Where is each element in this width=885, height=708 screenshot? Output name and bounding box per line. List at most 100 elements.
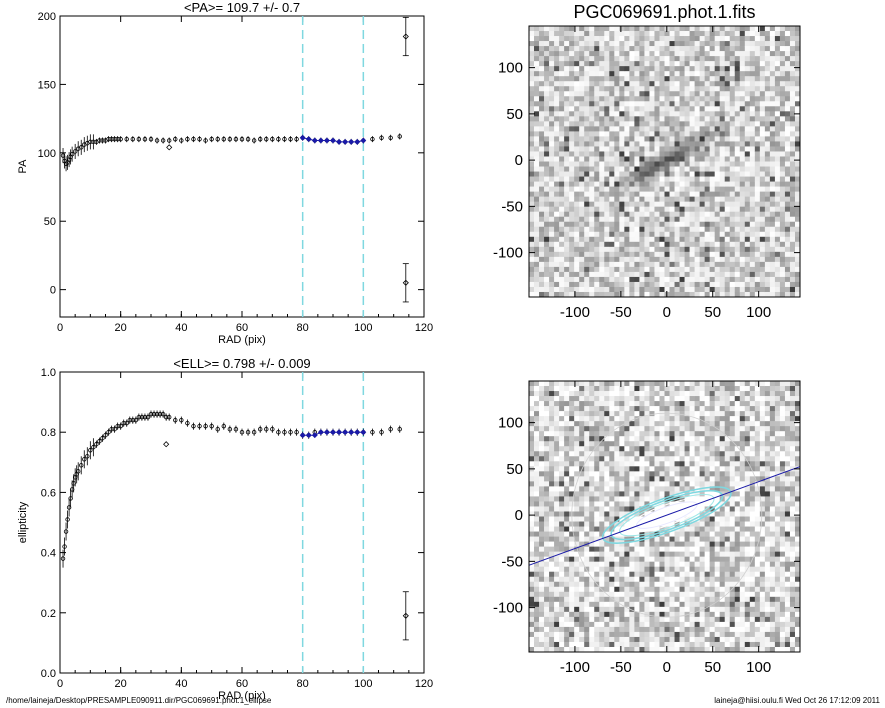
data-point [97,138,102,143]
x-tick-label: 100 [746,304,771,321]
fit-point [311,137,318,144]
fit-point [348,138,355,145]
data-point [148,411,154,417]
data-point [209,136,214,142]
y-tick-label: -100 [493,600,523,617]
x-axis-label: RAD (pix) [218,690,266,702]
x-tick-label: 100 [354,322,372,334]
data-point [191,136,196,142]
data-point [91,445,96,450]
data-point [136,414,142,420]
fit-point [317,137,324,144]
data-point [109,426,114,432]
image-pixels [529,381,800,652]
data-point [173,417,178,423]
plot-frame [59,15,425,318]
y-tick-label: 100 [498,60,523,77]
x-tick-label: 120 [415,678,433,690]
x-tick-label: 60 [236,678,248,690]
y-tick-label: -100 [493,245,523,262]
y-tick-label: 0 [515,152,523,169]
data-point [121,420,126,426]
data-point [94,442,99,447]
data-point [118,423,123,429]
data-point [270,426,275,432]
x-tick-label: -100 [560,304,590,321]
data-point [97,439,102,444]
data-point [388,426,393,432]
y-tick-label: 50 [44,216,56,228]
x-tick-label: 50 [704,304,721,321]
data-point [112,136,117,142]
data-point [185,420,190,426]
x-axis-label: RAD (pix) [218,334,266,346]
data-point [106,136,111,142]
image-frame [528,25,801,298]
data-point [136,136,142,142]
y-axis-label: ellipticity [17,501,29,543]
data-point [227,426,233,432]
data-point [191,423,196,429]
data-point [145,414,151,420]
fit-point [330,137,336,144]
data-point [197,136,202,142]
data-point [124,420,129,426]
x-tick-label: -50 [610,304,632,321]
x-tick-label: 0 [663,659,671,676]
y-tick-label: 50 [506,461,523,478]
image-frame [528,380,801,653]
data-point [115,136,120,142]
x-tick-label: 40 [175,322,187,334]
y-tick-label: 200 [38,11,56,23]
data-point [379,430,384,435]
data-point [397,134,402,139]
data-point [166,138,172,143]
data-point [209,423,214,429]
fit-point [311,432,318,439]
data-point [239,136,245,142]
y-tick-label: 1.0 [41,367,56,379]
data-point [88,448,93,453]
outlier-point [402,279,409,286]
y-tick-label: 0.2 [41,608,56,620]
data-point [370,136,375,142]
data-point [163,414,169,420]
data-point [270,136,275,142]
x-tick-label: 100 [354,678,372,690]
data-point [118,136,123,142]
data-point [72,149,78,154]
data-point [124,136,129,142]
x-tick-label: 20 [115,678,127,690]
image-panel-1: PGC069691.phot.1.fits -100 -50 0 50 100 100 50 0… [493,2,801,321]
data-point [288,136,293,142]
data-point [100,138,105,143]
y-tick-label: -50 [501,553,523,570]
data-point [154,138,160,143]
fit-point [305,136,312,143]
outlier-point [166,144,173,151]
data-point [221,136,226,142]
data-point [166,414,172,420]
data-point [258,426,263,432]
data-point [160,411,166,417]
fit-point [360,137,367,144]
y-tick-label: 150 [38,79,56,91]
y-tick-label: 100 [498,415,523,432]
outlier-point [402,612,409,619]
y-tick-label: 0.4 [41,548,56,560]
data-point [388,135,393,140]
data-point [75,469,81,474]
outlier-point [402,33,409,40]
data-point [160,138,166,143]
pa-line [529,466,800,566]
y-tick-label: 0.0 [41,668,56,680]
plot-panel-1: <PA>= 109.7 +/- 0.7 0 20 40 60 80 100 120 0 50 100… [17,0,433,346]
data-point [239,430,245,435]
data-point [109,136,114,142]
image-pixels [529,26,800,297]
data-point [103,433,108,438]
x-tick-label: -100 [560,659,590,676]
data-point [397,426,402,432]
fit-point [360,429,367,436]
